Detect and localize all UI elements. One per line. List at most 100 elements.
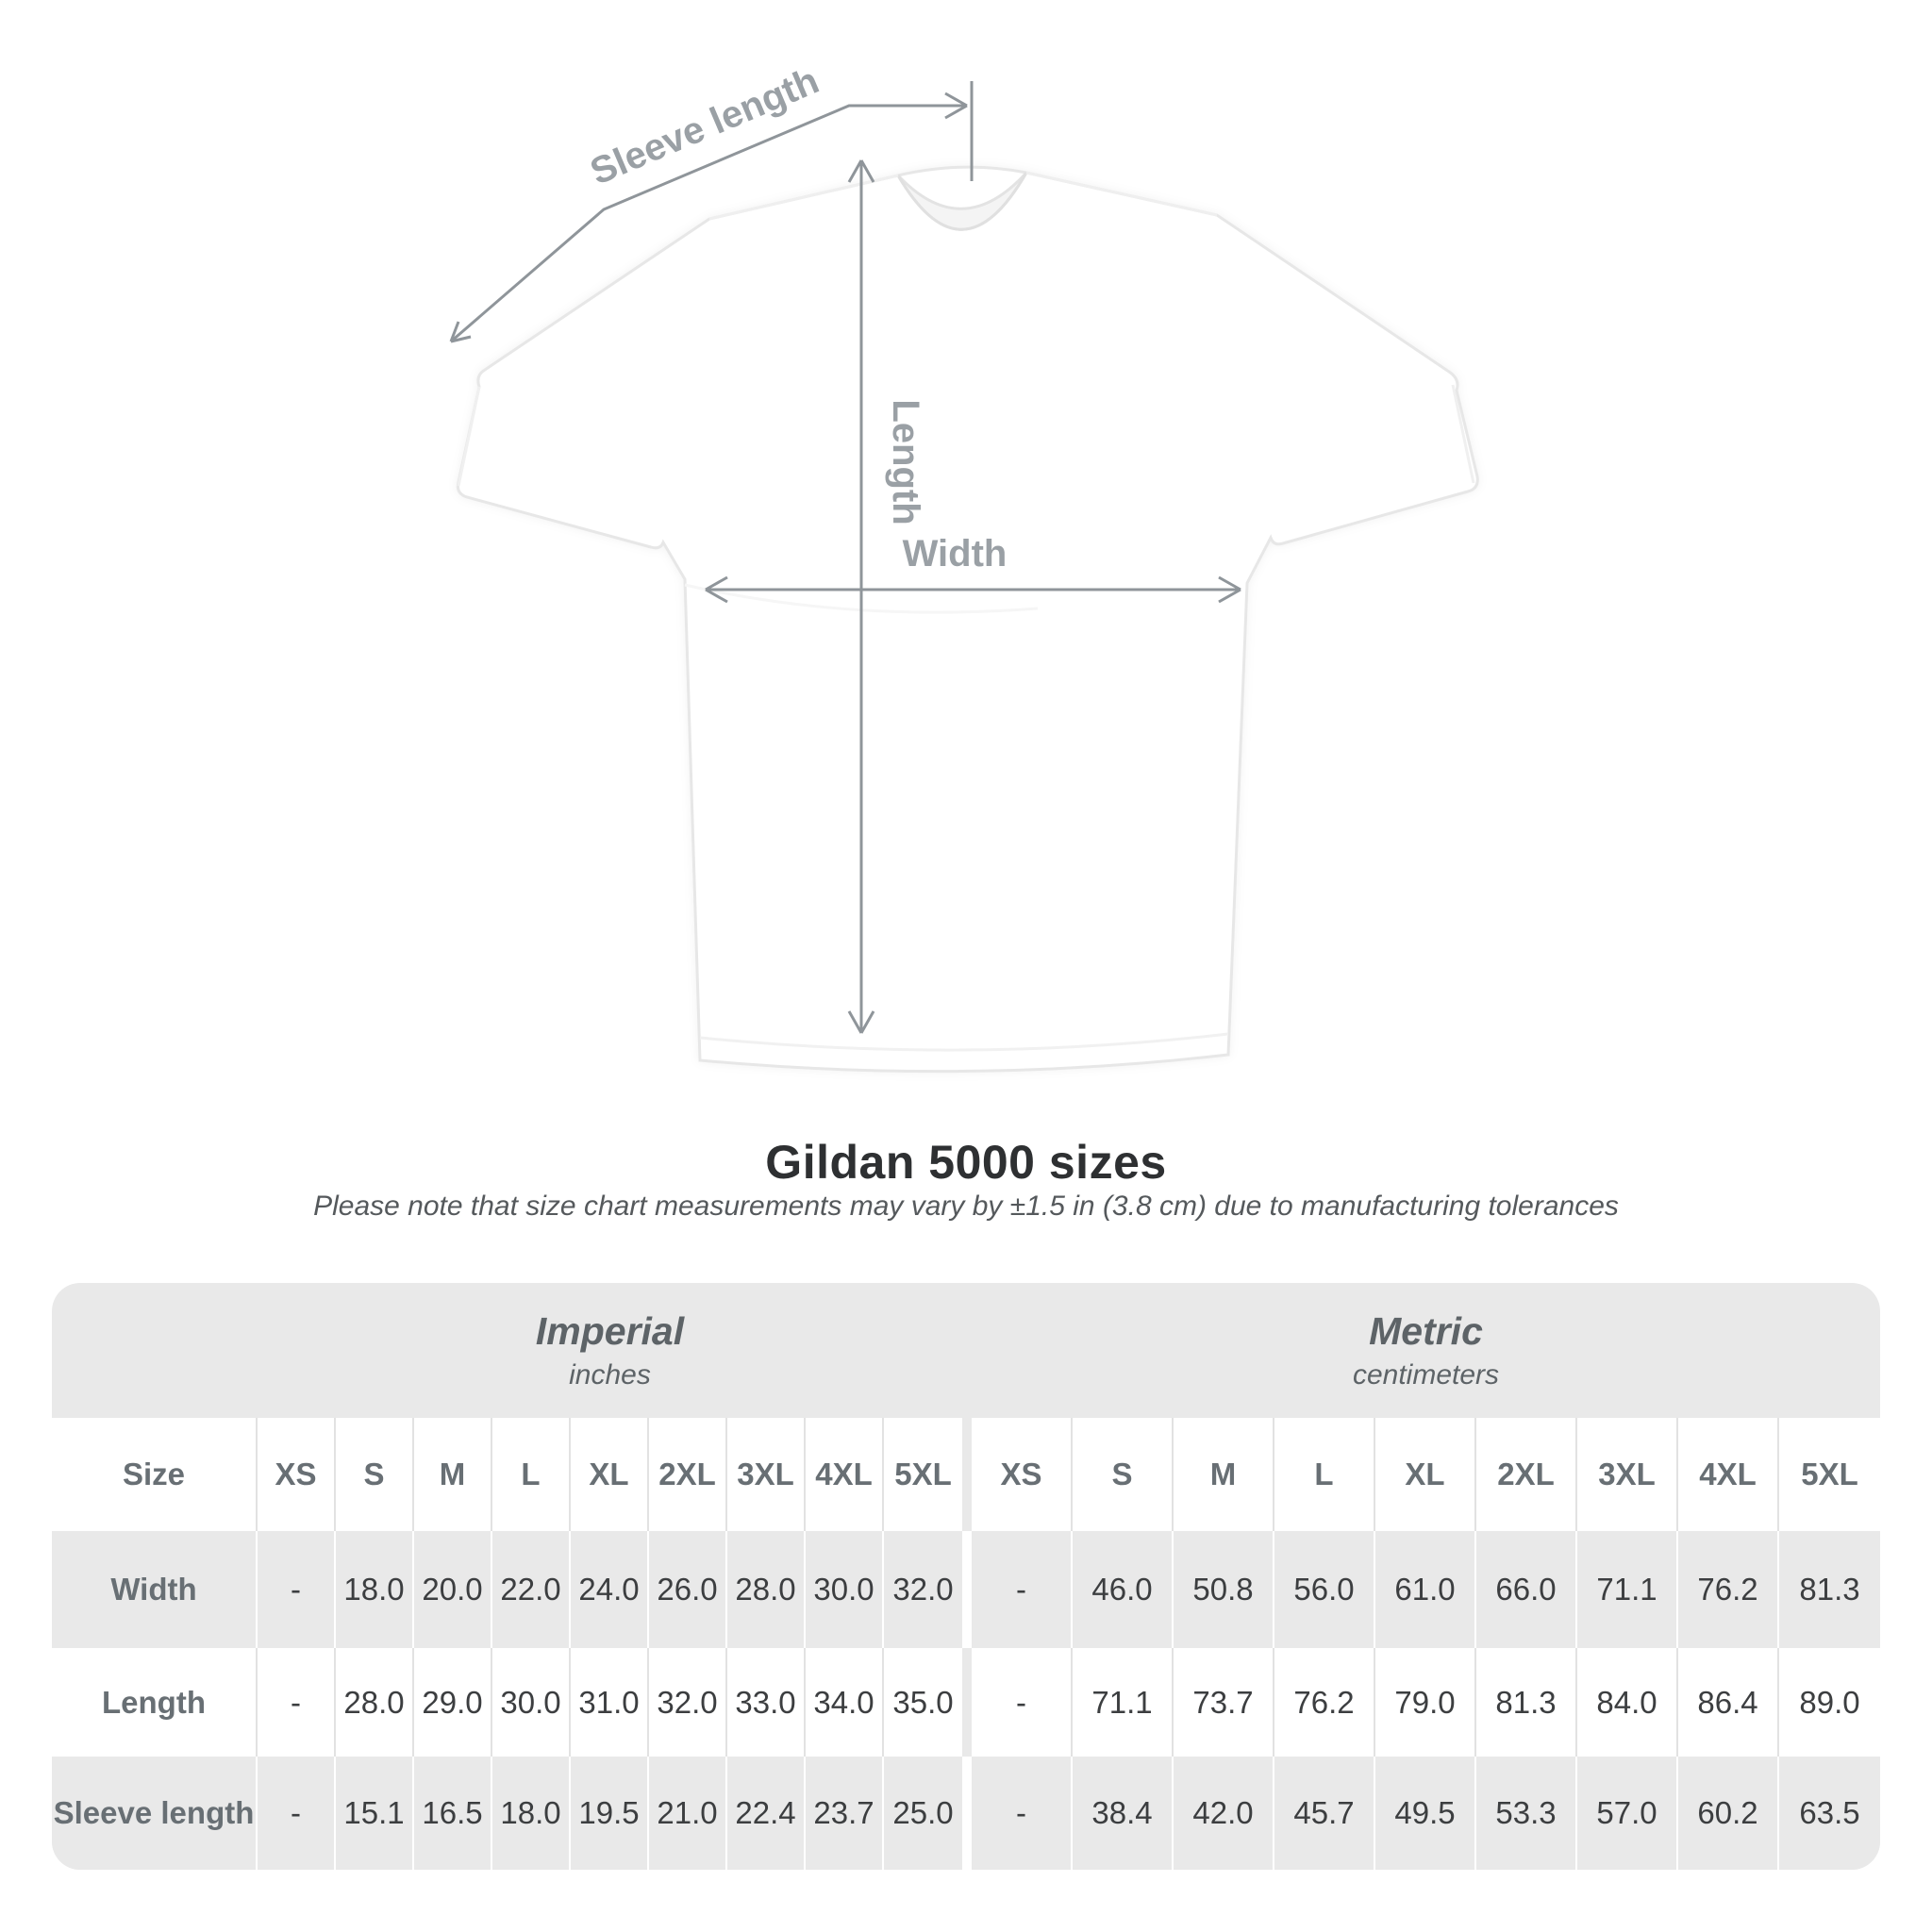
table-row: Length -28.0 29.0 30.0 31.0 32.0 33.0 34.0 35.0-… bbox=[52, 1648, 1880, 1757]
length-arrow bbox=[847, 159, 875, 1034]
size-header-cell: XS bbox=[258, 1418, 336, 1531]
value-cell: 46.0 bbox=[1073, 1531, 1174, 1648]
value-cell: 23.7 bbox=[806, 1757, 884, 1870]
value-cell: 66.0 bbox=[1476, 1531, 1577, 1648]
value-cell: - bbox=[972, 1648, 1073, 1757]
value-cell: 18.0 bbox=[492, 1757, 571, 1870]
size-header-cell: S bbox=[1073, 1418, 1174, 1531]
value-cell: 38.4 bbox=[1073, 1757, 1174, 1870]
value-cell: 19.5 bbox=[571, 1757, 649, 1870]
value-cell: 89.0 bbox=[1799, 1684, 1860, 1720]
width-label: Width bbox=[903, 533, 1008, 575]
value-cell: - bbox=[972, 1531, 1073, 1648]
metric-section-header: Metric centimeters bbox=[972, 1283, 1880, 1418]
value-cell: 71.1 bbox=[1073, 1648, 1174, 1757]
value-cell: 57.0 bbox=[1577, 1757, 1678, 1870]
value-cell: 21.0 bbox=[649, 1757, 727, 1870]
tshirt-illustration bbox=[456, 165, 1479, 1074]
metric-unit: centimeters bbox=[1352, 1359, 1500, 1391]
length-label: Length bbox=[885, 399, 926, 525]
size-header-cell: 5XL bbox=[894, 1457, 952, 1491]
value-cell: 31.0 bbox=[571, 1648, 649, 1757]
value-cell: 32.0 bbox=[892, 1572, 954, 1607]
size-header-cell: L bbox=[1274, 1418, 1375, 1531]
value-cell: 22.4 bbox=[727, 1757, 806, 1870]
value-cell: 73.7 bbox=[1174, 1648, 1274, 1757]
value-cell: 81.3 bbox=[1476, 1648, 1577, 1757]
value-cell: 49.5 bbox=[1375, 1757, 1476, 1870]
value-cell: 76.2 bbox=[1678, 1531, 1779, 1648]
value-cell: 84.0 bbox=[1577, 1648, 1678, 1757]
value-cell: 16.5 bbox=[414, 1757, 492, 1870]
metric-title: Metric bbox=[1369, 1309, 1483, 1353]
size-table: Imperial inches Metric centimeters Size X… bbox=[52, 1283, 1880, 1870]
size-table-grid: Size XS S M L XL 2XL 3XL 4XL 5XL XS S M L XL 2XL 3XL 4XL 5… bbox=[52, 1418, 1880, 1870]
size-header-cell: 5XL bbox=[1801, 1457, 1858, 1491]
size-header-cell: S bbox=[336, 1418, 414, 1531]
size-header-cell: XL bbox=[571, 1418, 649, 1531]
size-header-cell: 4XL bbox=[1678, 1418, 1779, 1531]
value-cell: - bbox=[972, 1757, 1073, 1870]
value-cell: 63.5 bbox=[1799, 1795, 1860, 1830]
value-cell: - bbox=[258, 1648, 336, 1757]
value-cell: 35.0 bbox=[892, 1684, 954, 1720]
row-label: Length bbox=[52, 1648, 258, 1757]
value-cell: 29.0 bbox=[414, 1648, 492, 1757]
page-subtitle: Please note that size chart measurements… bbox=[313, 1191, 1619, 1222]
row-label: Sleeve length bbox=[52, 1757, 258, 1870]
section-gap bbox=[962, 1531, 972, 1648]
table-row: Sleeve length -15.1 16.5 18.0 19.5 21.0 22.4 23… bbox=[52, 1757, 1880, 1870]
value-cell: 81.3 bbox=[1799, 1572, 1860, 1607]
value-cell: 25.0 bbox=[892, 1795, 954, 1830]
value-cell: 76.2 bbox=[1274, 1648, 1375, 1757]
value-cell: 33.0 bbox=[727, 1648, 806, 1757]
value-cell: 34.0 bbox=[806, 1648, 884, 1757]
value-cell: 28.0 bbox=[727, 1531, 806, 1648]
size-header-cell: 2XL bbox=[1476, 1418, 1577, 1531]
size-header-cell: 3XL bbox=[727, 1418, 806, 1531]
imperial-unit: inches bbox=[569, 1359, 651, 1391]
value-cell: 24.0 bbox=[571, 1531, 649, 1648]
size-header-cell: L bbox=[492, 1418, 571, 1531]
value-cell: 50.8 bbox=[1174, 1531, 1274, 1648]
value-cell: 26.0 bbox=[649, 1531, 727, 1648]
value-cell: 20.0 bbox=[414, 1531, 492, 1648]
tshirt-diagram: Sleeve length Length Width bbox=[449, 59, 1479, 1074]
value-cell: 53.3 bbox=[1476, 1757, 1577, 1870]
row-label: Width bbox=[52, 1531, 258, 1648]
value-cell: 22.0 bbox=[492, 1531, 571, 1648]
value-cell: - bbox=[258, 1757, 336, 1870]
section-gap bbox=[962, 1648, 972, 1757]
size-header-cell: 2XL bbox=[649, 1418, 727, 1531]
value-cell: 28.0 bbox=[336, 1648, 414, 1757]
imperial-section-header: Imperial inches bbox=[258, 1283, 962, 1418]
value-cell: 60.2 bbox=[1678, 1757, 1779, 1870]
value-cell: 86.4 bbox=[1678, 1648, 1779, 1757]
value-cell: 32.0 bbox=[649, 1648, 727, 1757]
value-cell: 18.0 bbox=[336, 1531, 414, 1648]
section-gap bbox=[962, 1757, 972, 1870]
units-header-row: Imperial inches Metric centimeters bbox=[52, 1283, 1880, 1418]
size-header-cell: 4XL bbox=[806, 1418, 884, 1531]
imperial-title: Imperial bbox=[535, 1309, 685, 1353]
sleeve-length-arrow bbox=[449, 81, 974, 343]
value-cell: 56.0 bbox=[1274, 1531, 1375, 1648]
sleeve-length-label: Sleeve length bbox=[585, 59, 825, 192]
size-header-cell: M bbox=[414, 1418, 492, 1531]
value-cell: 42.0 bbox=[1174, 1757, 1274, 1870]
size-header-cell: XL bbox=[1375, 1418, 1476, 1531]
value-cell: 45.7 bbox=[1274, 1757, 1375, 1870]
value-cell: 15.1 bbox=[336, 1757, 414, 1870]
size-header-cell: XS bbox=[972, 1418, 1073, 1531]
size-header-row: Size XS S M L XL 2XL 3XL 4XL 5XL XS S M L XL 2XL 3XL 4XL 5… bbox=[52, 1418, 1880, 1531]
table-row: Width -18.0 20.0 22.0 24.0 26.0 28.0 30.0 32.0-4… bbox=[52, 1531, 1880, 1648]
width-arrow bbox=[705, 575, 1241, 604]
value-cell: 61.0 bbox=[1375, 1531, 1476, 1648]
value-cell: 71.1 bbox=[1577, 1531, 1678, 1648]
value-cell: 30.0 bbox=[806, 1531, 884, 1648]
value-cell: 79.0 bbox=[1375, 1648, 1476, 1757]
size-header-cell: 3XL bbox=[1577, 1418, 1678, 1531]
value-cell: - bbox=[258, 1531, 336, 1648]
section-gap bbox=[962, 1418, 972, 1531]
